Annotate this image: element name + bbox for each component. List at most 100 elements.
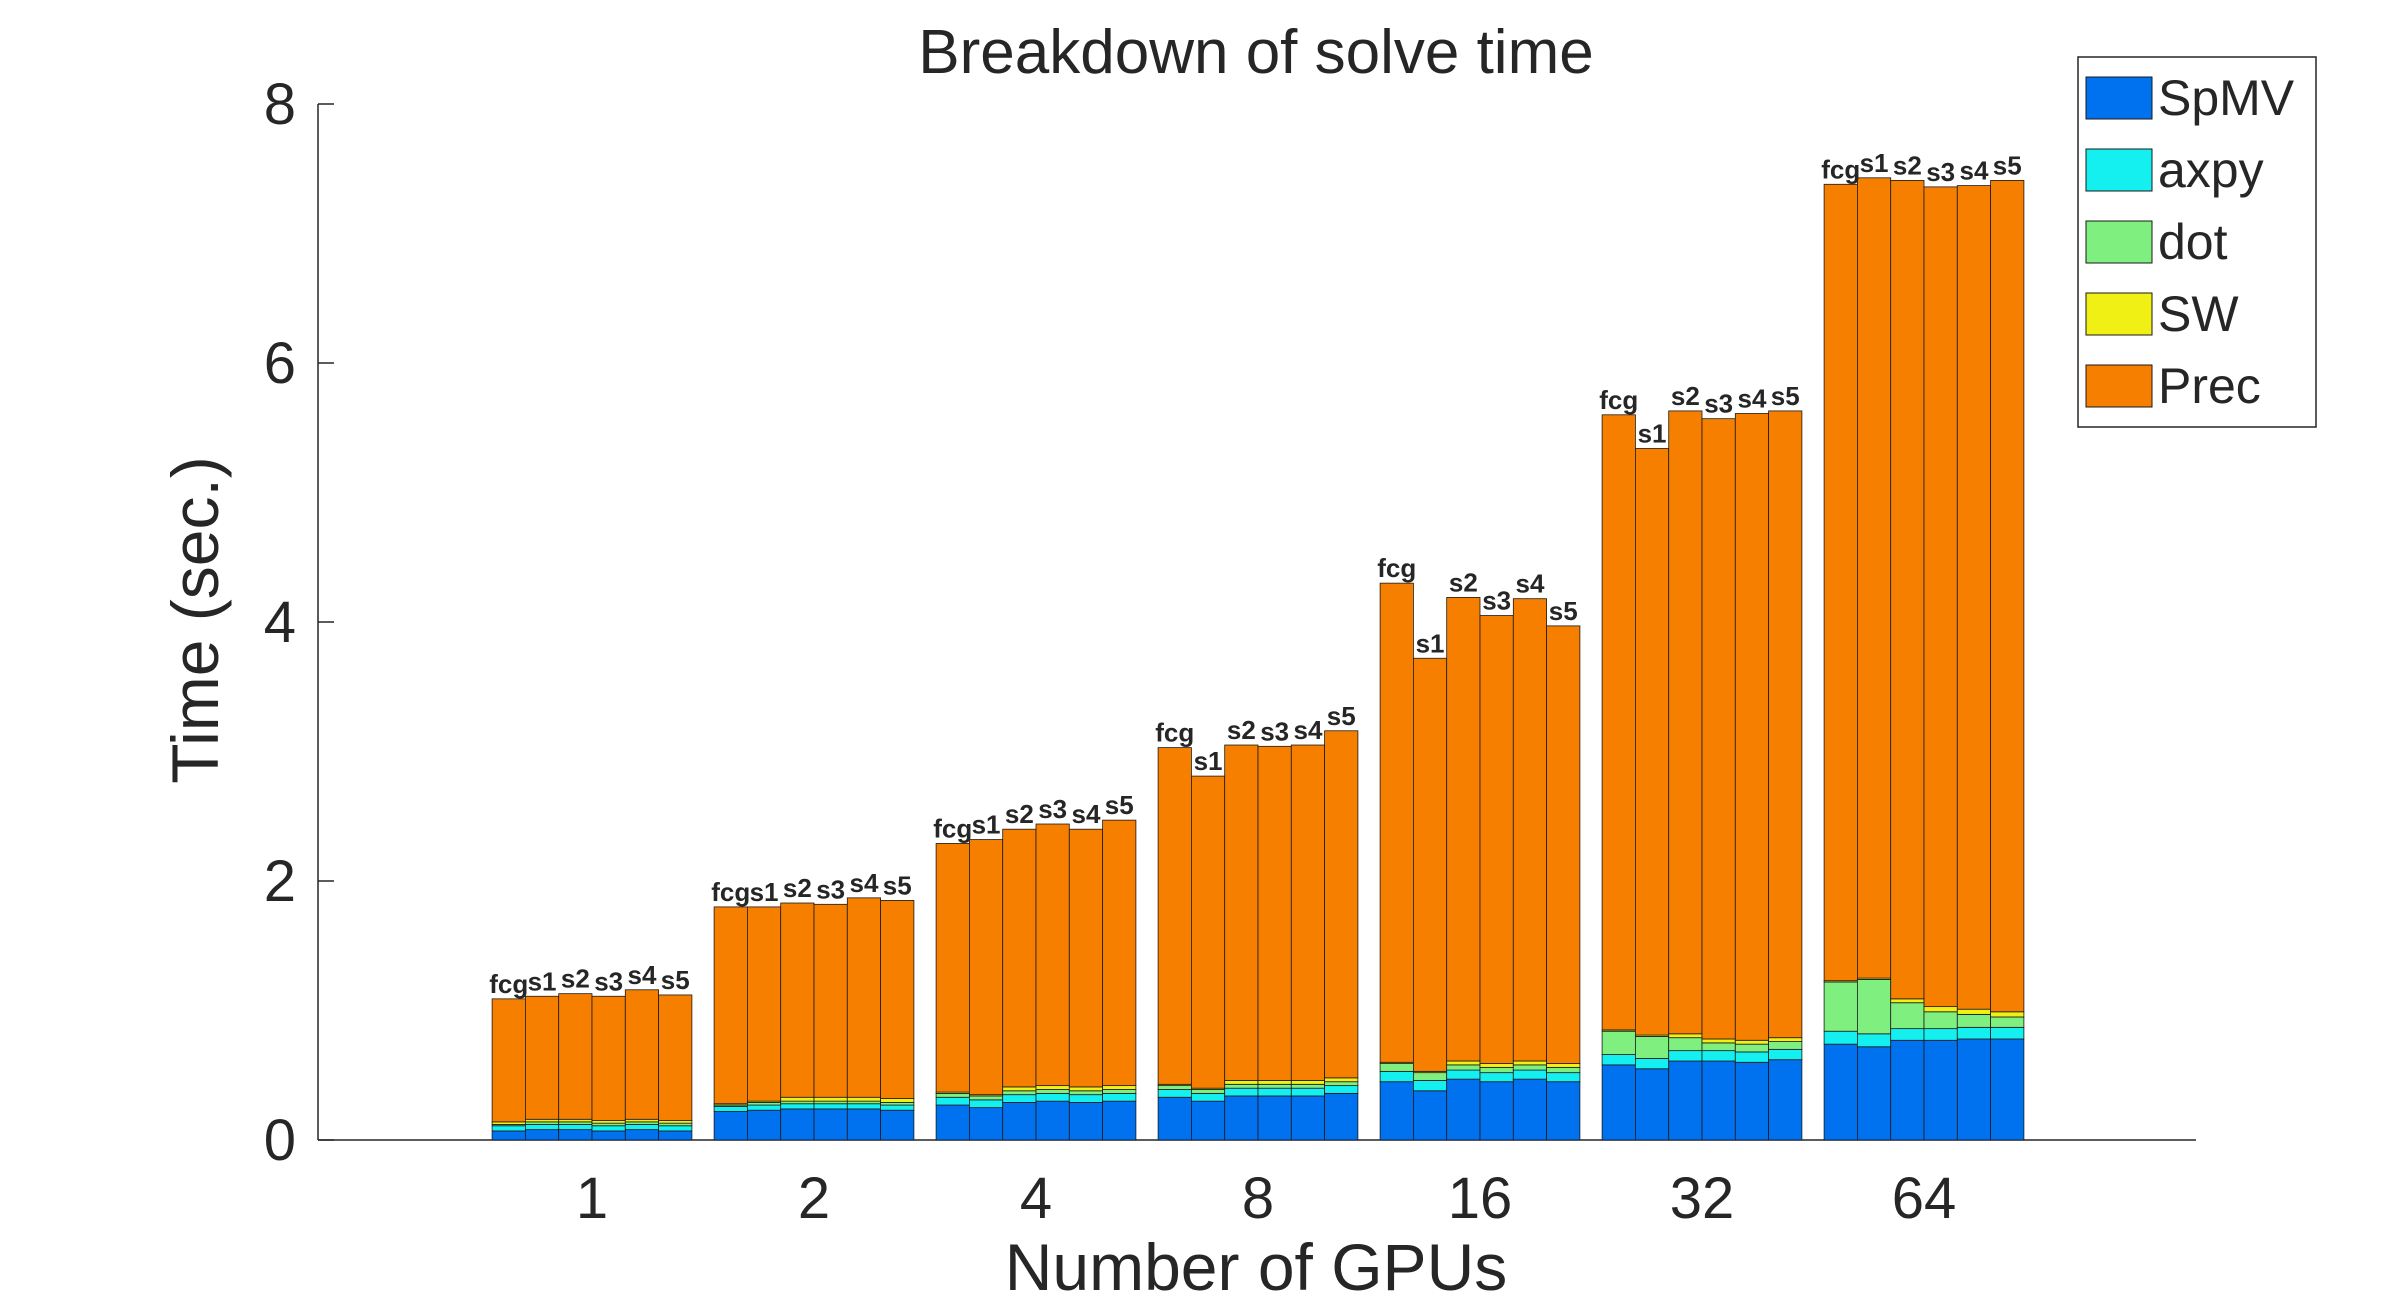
bar-segment-axpy (1990, 1026, 2025, 1040)
bar-segment-axpy (747, 1104, 782, 1111)
bar-segment-prec (713, 906, 748, 1105)
bar-segment-dot (1002, 1090, 1037, 1096)
bar-label: s5 (1771, 381, 1800, 411)
bar-segment-dot (1668, 1037, 1703, 1052)
bar-segment-spmv (846, 1108, 881, 1141)
bar-segment-sw (1546, 1063, 1581, 1068)
bar-segment-spmv (591, 1130, 626, 1141)
bar-segment-axpy (1379, 1070, 1414, 1083)
bar-segment-prec (780, 902, 815, 1098)
bar-segment-prec (1102, 819, 1137, 1087)
bar-segment-sw (813, 1096, 848, 1102)
bar-segment-sw (1734, 1039, 1770, 1045)
bar-segment-prec (969, 839, 1004, 1096)
bar-segment-axpy (1890, 1028, 1925, 1041)
bar-label: s2 (561, 964, 590, 994)
bar-segment-spmv (1956, 1038, 1992, 1141)
bar-segment-axpy (491, 1125, 526, 1132)
bar-segment-spmv (1823, 1043, 1858, 1141)
bar-segment-spmv (969, 1107, 1004, 1141)
bar-label: s1 (528, 966, 557, 996)
bar-segment-axpy (1823, 1030, 1858, 1045)
bar-segment-prec (1701, 418, 1736, 1040)
bar-segment-axpy (880, 1104, 915, 1111)
bar-segment-sw (1290, 1080, 1326, 1085)
bar-segment-axpy (813, 1103, 848, 1110)
bar-segment-axpy (1956, 1026, 1992, 1040)
legend-label-prec: Prec (2158, 358, 2261, 414)
bar-label: s5 (1105, 790, 1134, 820)
x-axis-title: Number of GPUs (1005, 1230, 1507, 1304)
bar-segment-prec (1257, 745, 1292, 1081)
bar-segment-prec (591, 995, 626, 1121)
bar-label: fcg (1377, 553, 1416, 583)
bar-segment-sw (1068, 1086, 1104, 1092)
x-tick-label: 32 (1670, 1166, 1735, 1231)
bar-segment-prec (1990, 180, 2025, 1013)
bar-label: s2 (1671, 381, 1700, 411)
bar-segment-prec (813, 903, 848, 1098)
bar-segment-axpy (658, 1125, 693, 1132)
bar-label: s5 (883, 870, 912, 900)
legend-label-sw: SW (2158, 286, 2239, 342)
bar-segment-spmv (1379, 1081, 1414, 1141)
bar-segment-prec (1479, 615, 1514, 1064)
bar-label: s4 (849, 868, 878, 898)
bar-segment-axpy (1923, 1028, 1958, 1041)
bar-segment-sw (1923, 1006, 1958, 1013)
bar-segment-prec (1446, 596, 1481, 1062)
bar-segment-axpy (624, 1124, 659, 1131)
bar-segment-dot (1512, 1064, 1548, 1071)
bar-label: s2 (1005, 799, 1034, 829)
bar-segment-dot (1990, 1016, 2025, 1028)
bar-segment-dot (1290, 1083, 1326, 1089)
bar-segment-prec (1768, 410, 1803, 1039)
legend-swatch-sw (2085, 292, 2153, 336)
bar-segment-axpy (1157, 1089, 1192, 1098)
bar-segment-axpy (1224, 1087, 1259, 1097)
bar-segment-spmv (1768, 1059, 1803, 1141)
bar-segment-axpy (1479, 1072, 1514, 1083)
bar-segment-prec (935, 843, 970, 1093)
bar-segment-sw (1035, 1085, 1070, 1090)
bar-segment-spmv (1446, 1078, 1481, 1141)
bar-segment-prec (1035, 823, 1070, 1087)
bar-segment-axpy (1002, 1094, 1037, 1103)
bar-label: s2 (1227, 715, 1256, 745)
bar-segment-dot (1923, 1011, 1958, 1030)
bar-segment-dot (1857, 979, 1892, 1035)
bar-segment-spmv (1102, 1100, 1137, 1141)
bar-segment-axpy (1668, 1050, 1703, 1062)
bar-segment-axpy (780, 1103, 815, 1110)
bar-segment-sw (1890, 998, 1925, 1004)
bar-segment-dot (1635, 1036, 1670, 1059)
bar-segment-axpy (713, 1105, 748, 1112)
bar-segment-axpy (1191, 1092, 1226, 1102)
y-tick-label: 2 (264, 849, 296, 914)
bar-segment-spmv (1546, 1081, 1581, 1141)
bar-segment-dot (1035, 1089, 1070, 1094)
bar-label: s2 (1449, 567, 1478, 597)
bar-label: fcg (711, 877, 750, 907)
bar-segment-spmv (1290, 1095, 1326, 1141)
bar-label: s3 (1038, 794, 1067, 824)
bar-segment-spmv (1324, 1092, 1359, 1141)
bar-segment-prec (1324, 730, 1359, 1079)
bar-segment-prec (1413, 657, 1448, 1072)
bar-segment-dot (1890, 1002, 1925, 1030)
bar-segment-dot (1379, 1063, 1414, 1072)
bar-label: s3 (1260, 716, 1289, 746)
bar-segment-sw (1990, 1011, 2025, 1018)
x-tick-label: 4 (1020, 1166, 1052, 1231)
bar-segment-axpy (1257, 1087, 1292, 1097)
bar-segment-prec (1379, 582, 1414, 1063)
bar-segment-axpy (558, 1124, 593, 1131)
bar-segment-spmv (880, 1109, 915, 1141)
bar-segment-axpy (591, 1125, 626, 1132)
bar-segment-spmv (491, 1130, 526, 1141)
bar-segment-spmv (1035, 1100, 1070, 1141)
bar-segment-dot (935, 1092, 970, 1098)
bar-segment-prec (525, 995, 560, 1120)
bar-segment-spmv (1668, 1060, 1703, 1141)
bar-segment-spmv (658, 1130, 693, 1141)
